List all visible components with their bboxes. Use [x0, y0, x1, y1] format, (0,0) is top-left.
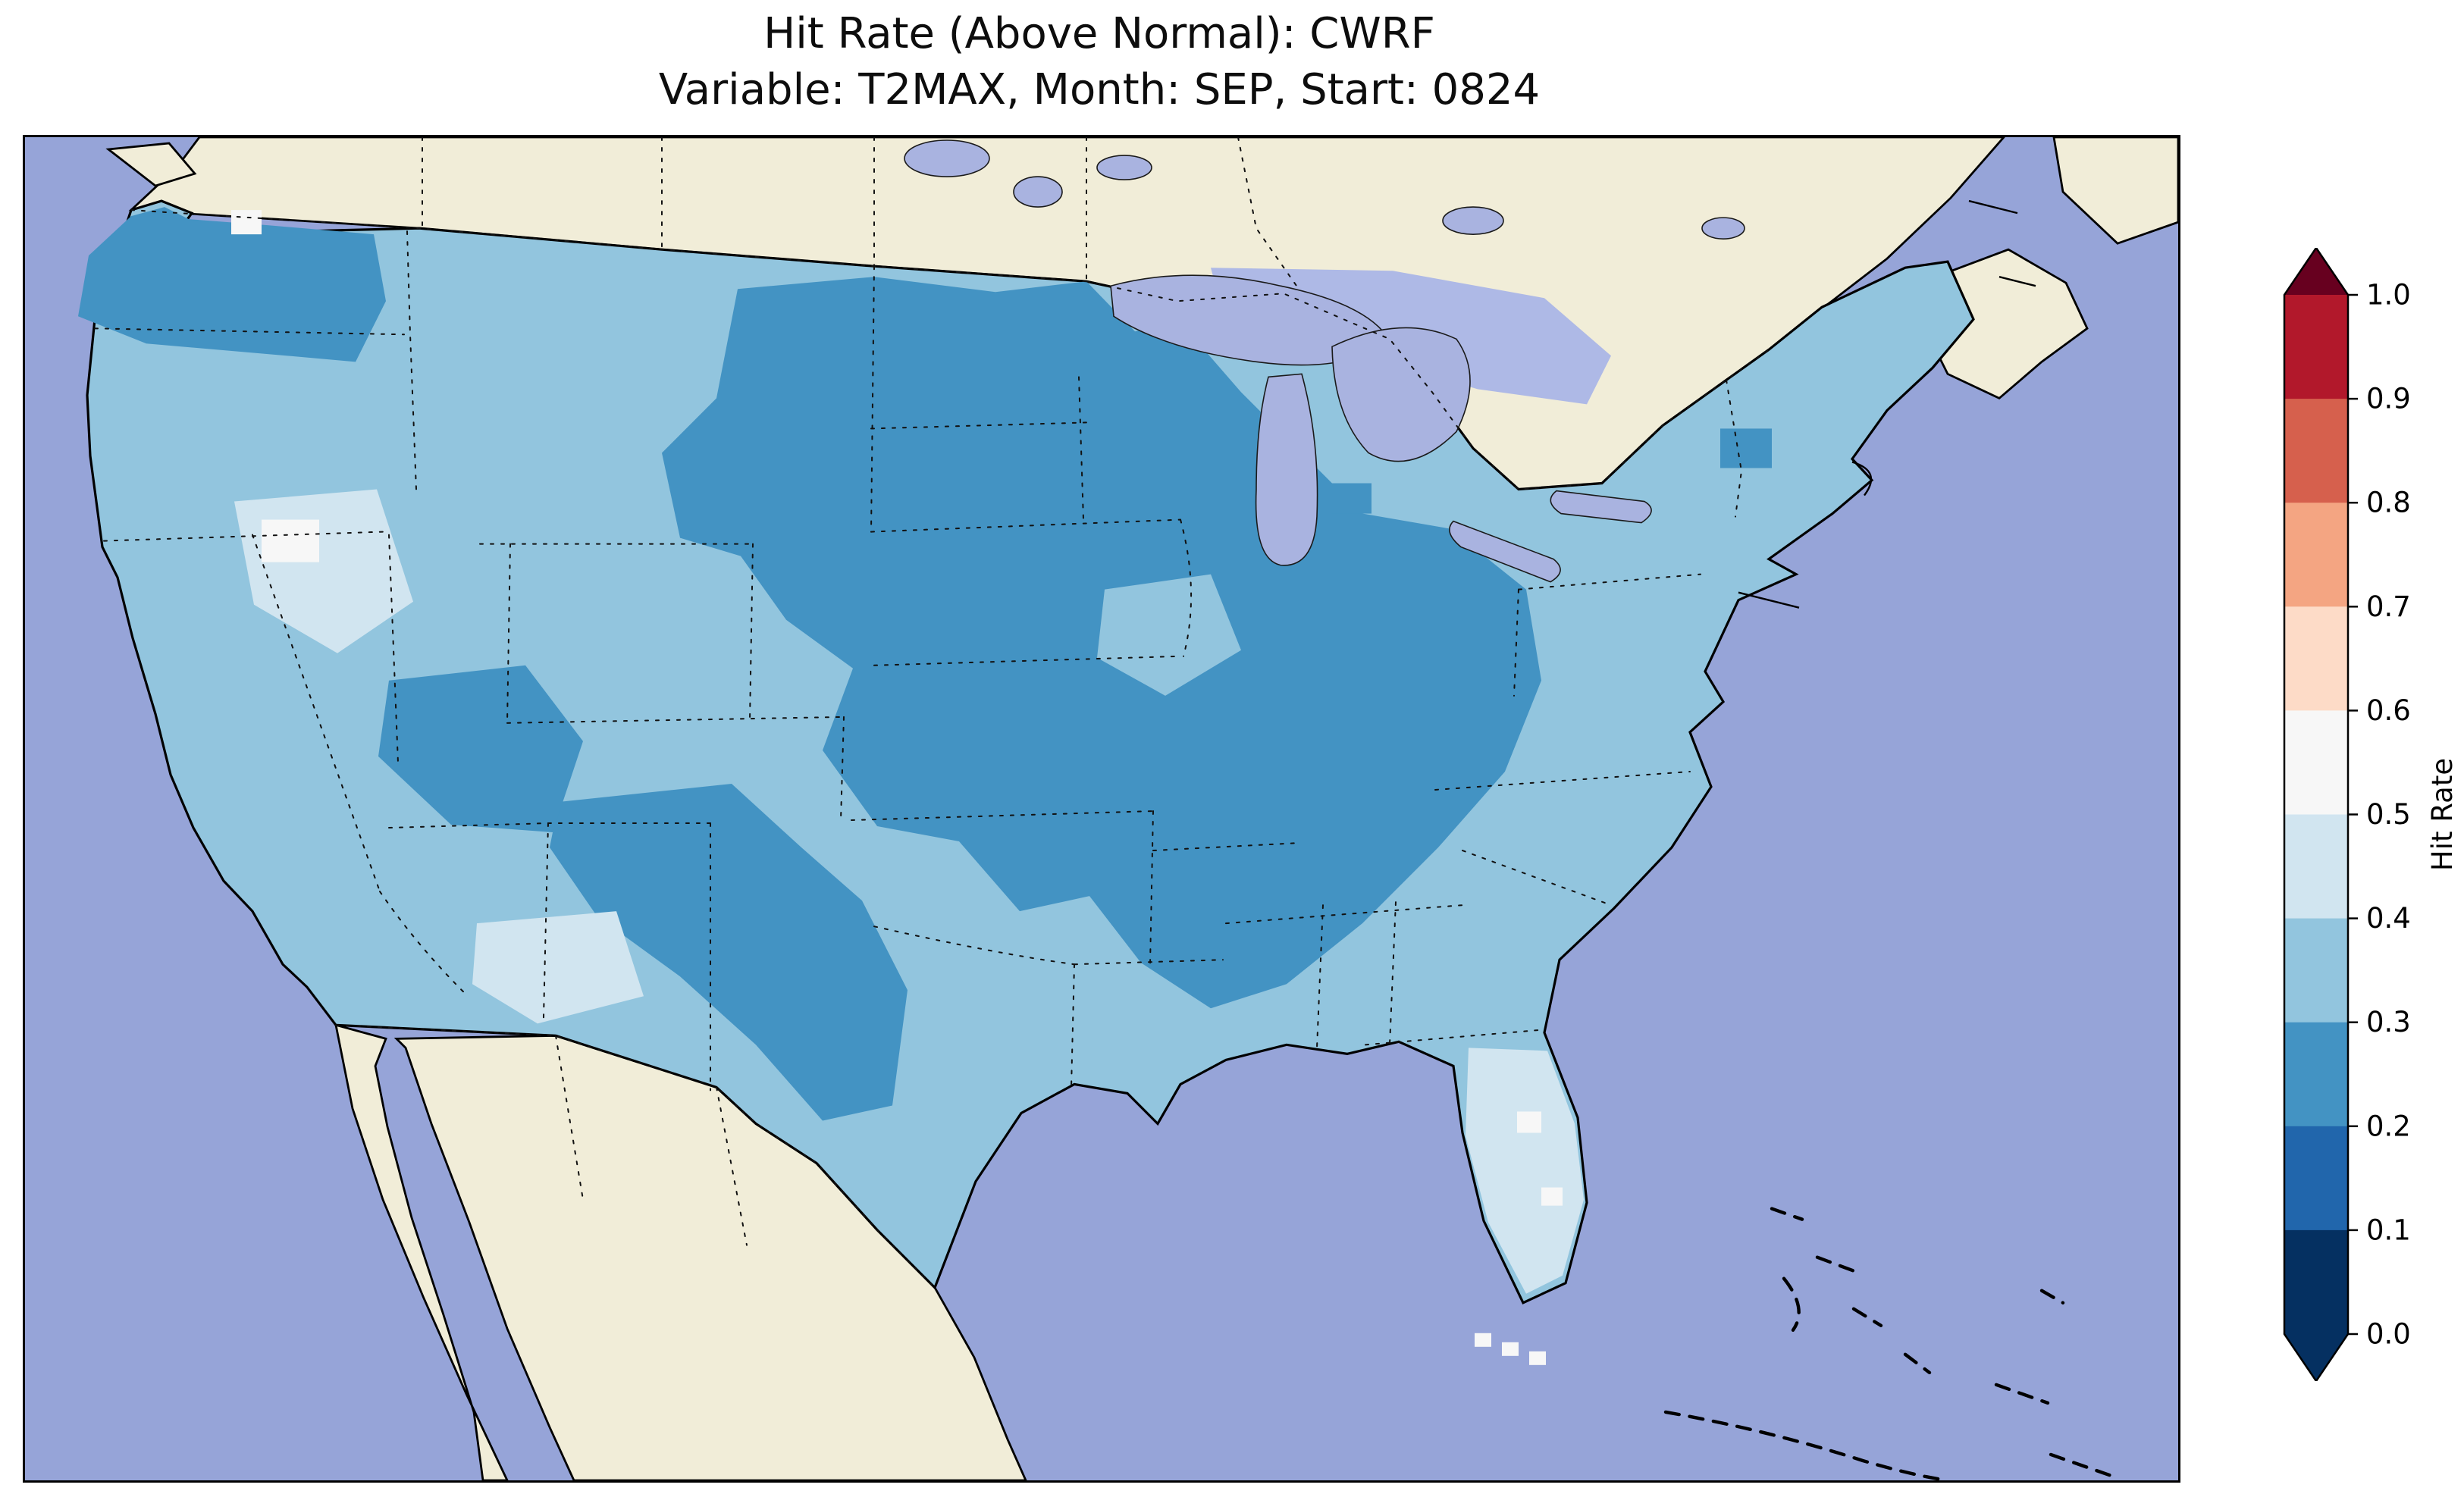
landmasses — [105, 137, 2178, 1480]
colorbar-segment — [2284, 1022, 2348, 1127]
colorbar-segment — [2284, 1126, 2348, 1231]
colorbar-tick-label: 0.4 — [2366, 902, 2411, 935]
cells-iowa-lighter-hole — [1097, 574, 1241, 696]
cells-texas-newmexico — [550, 783, 908, 1121]
newfoundland-land — [2052, 137, 2178, 245]
colorbar-segment — [2284, 710, 2348, 816]
conus-hit-rate-map — [25, 137, 2178, 1480]
colorbar-over-arrow — [2284, 248, 2348, 295]
lake-ontario — [1550, 490, 1652, 524]
map-axes — [23, 135, 2180, 1483]
cells-vermont — [1720, 428, 1772, 468]
colorbar-tick-label: 0.9 — [2366, 383, 2411, 415]
colorbar-svg: 1.0 0.9 0.8 0.7 0.6 0.5 0.4 0.3 0.2 0.1 0.0 Hit Rat… — [2283, 248, 2459, 1381]
colorbar-tick-label: 0.0 — [2366, 1318, 2411, 1351]
figure-title: Hit Rate (Above Normal): CWRF Variable: … — [23, 6, 2176, 118]
hit-rate-cells-dark — [78, 207, 1772, 1121]
long-island — [1738, 591, 1800, 609]
cells-keys-white-3 — [1529, 1351, 1546, 1365]
cape-cod — [1851, 461, 1873, 496]
cells-keys-white-1 — [1475, 1333, 1491, 1347]
colorbar-tick-label: 1.0 — [2366, 279, 2411, 312]
cells-nevada-white-spot — [262, 519, 319, 562]
state-borders — [94, 137, 1770, 1289]
figure-title-line-1: Hit Rate (Above Normal): CWRF — [763, 9, 1435, 58]
andros-island — [1782, 1276, 1801, 1332]
lake-erie — [1449, 520, 1561, 583]
cells-florida-white-1 — [1517, 1111, 1541, 1133]
colorbar-tick-label: 0.2 — [2366, 1110, 2411, 1142]
colorbar-segment — [2284, 503, 2348, 607]
cuba-coast — [1663, 1410, 1950, 1480]
colorbar-segment — [2284, 606, 2348, 711]
cells-florida-white-2 — [1541, 1187, 1563, 1206]
colorbar-segment — [2284, 814, 2348, 919]
lake-of-the-woods — [1013, 176, 1063, 208]
lake-nipigon — [1096, 155, 1152, 180]
colorbar-segment — [2284, 295, 2348, 399]
island-east-1 — [1994, 1383, 2050, 1405]
lake-nipissing — [1442, 206, 1504, 235]
lake-winnipeg — [904, 139, 990, 177]
cells-michigan-thumb — [1332, 483, 1372, 514]
caribbean-islands — [1663, 1207, 2114, 1480]
baja-california — [334, 1023, 509, 1480]
bahamas-island-2 — [1815, 1255, 1856, 1273]
anticosti-island — [1968, 199, 2018, 215]
cells-southern-newmexico — [472, 911, 644, 1024]
cells-keys-white-2 — [1502, 1342, 1519, 1356]
colorbar-tick-label: 0.8 — [2366, 487, 2411, 519]
hit-rate-cells-light — [231, 210, 1584, 1365]
colorbar-segment — [2284, 918, 2348, 1023]
lakes — [904, 139, 1745, 583]
canadian-lake — [1701, 217, 1745, 240]
lake-michigan — [1255, 373, 1318, 566]
bahamas-island-4 — [1903, 1352, 1932, 1375]
cells-washington-white-spot — [231, 210, 262, 235]
bahamas-island-3 — [1851, 1307, 1883, 1327]
cells-washington — [78, 207, 386, 362]
bahamas-island-1 — [1770, 1207, 1804, 1221]
prince-edward-island — [1998, 276, 2036, 287]
island-east-2 — [2039, 1289, 2065, 1305]
colorbar-segment — [2284, 399, 2348, 503]
lake-huron — [1331, 327, 1471, 462]
coastline-details — [1738, 199, 2036, 609]
vancouver-island — [105, 142, 197, 187]
figure-title-line-2: Variable: T2MAX, Month: SEP, Start: 0824 — [658, 64, 1541, 114]
hispaniola-edge — [2049, 1452, 2114, 1478]
colorbar-tick-label: 0.3 — [2366, 1006, 2411, 1038]
colorbar-tick-label: 0.7 — [2366, 590, 2411, 623]
cells-four-corners — [378, 665, 583, 833]
cells-florida — [1466, 1048, 1584, 1294]
colorbar-tick-label: 0.1 — [2366, 1214, 2411, 1246]
colorbar-tick-label: 0.5 — [2366, 798, 2411, 831]
colorbar-under-arrow — [2284, 1334, 2348, 1381]
colorbar-axis-label: Hit Rate — [2426, 758, 2459, 871]
colorbar-tick-label: 0.6 — [2366, 694, 2411, 727]
colorbar: 1.0 0.9 0.8 0.7 0.6 0.5 0.4 0.3 0.2 0.1 0.0 Hit Rat… — [2278, 248, 2464, 1381]
colorbar-segment — [2284, 1229, 2348, 1335]
